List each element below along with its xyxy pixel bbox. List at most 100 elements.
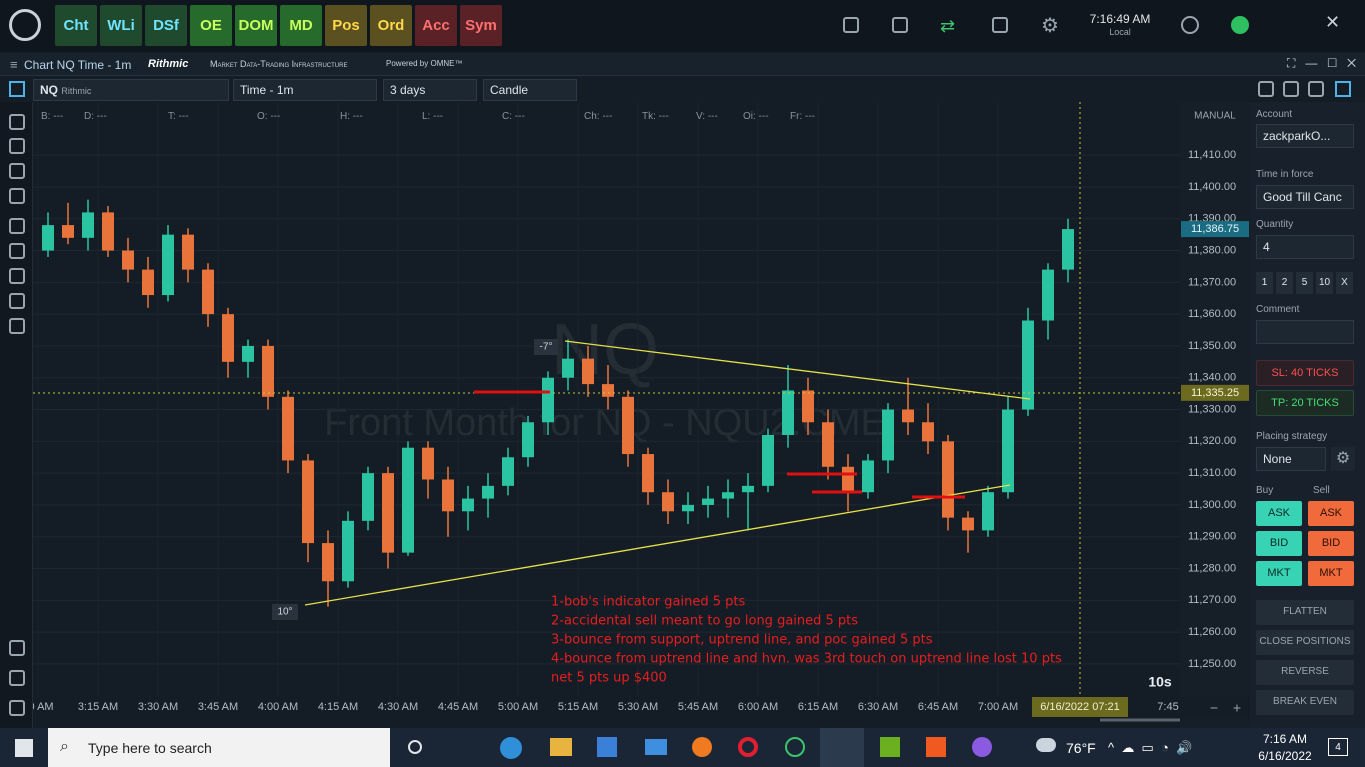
- time-label: 4:45 AM: [438, 701, 478, 713]
- tool-icon[interactable]: [9, 138, 25, 154]
- mail-icon[interactable]: [645, 739, 667, 755]
- app-button[interactable]: Cht: [55, 5, 97, 46]
- tool-icon[interactable]: [9, 218, 25, 234]
- window-titlebar: ≡ Chart NQ Time - 1m Rithmic Market Data…: [0, 53, 1365, 76]
- tool-icon[interactable]: [1258, 81, 1274, 97]
- app-button[interactable]: DSf: [145, 5, 187, 46]
- lock-icon[interactable]: [843, 17, 859, 33]
- tool-icon[interactable]: [9, 318, 25, 334]
- time-label: 6:15 AM: [798, 701, 838, 713]
- tif-select[interactable]: Good Till Canc: [1256, 185, 1354, 209]
- qty-input[interactable]: 4: [1256, 235, 1354, 259]
- app-icon[interactable]: [785, 737, 805, 757]
- app-logo[interactable]: [9, 9, 41, 41]
- tool-icon[interactable]: [9, 163, 25, 179]
- tool-icon[interactable]: [9, 670, 25, 686]
- tray-icons[interactable]: ^ ☁ ▭ ◔ 🔊: [1108, 740, 1193, 755]
- ohlc-field: Tk: ---: [642, 111, 669, 122]
- action-button[interactable]: BREAK EVEN: [1256, 690, 1354, 715]
- qty-button[interactable]: 2: [1276, 272, 1293, 294]
- clock-zone: Local: [1109, 27, 1131, 37]
- menu-icon[interactable]: ≡: [10, 57, 18, 72]
- zoom-out[interactable]: −: [1210, 700, 1218, 716]
- range-select[interactable]: 3 days: [383, 79, 477, 101]
- app-button[interactable]: OE: [190, 5, 232, 46]
- sell-button[interactable]: MKT: [1308, 561, 1354, 586]
- app-icon[interactable]: [972, 737, 992, 757]
- sell-button[interactable]: ASK: [1308, 501, 1354, 526]
- interval-select[interactable]: Time - 1m: [233, 79, 377, 101]
- qty-button[interactable]: X: [1336, 272, 1353, 294]
- zoom-in[interactable]: +: [1233, 700, 1241, 716]
- opera-icon[interactable]: [738, 737, 758, 757]
- action-button[interactable]: REVERSE: [1256, 660, 1354, 685]
- app-button[interactable]: Acc: [415, 5, 457, 46]
- tp-button[interactable]: TP: 20 TICKS: [1256, 390, 1354, 416]
- qty-button[interactable]: 1: [1256, 272, 1273, 294]
- qty-button[interactable]: 10: [1316, 272, 1333, 294]
- firefox-icon[interactable]: [692, 737, 712, 757]
- tool-icon[interactable]: [9, 188, 25, 204]
- strategy-settings[interactable]: ⚙: [1331, 447, 1355, 471]
- app-button[interactable]: Ord: [370, 5, 412, 46]
- tool-icon[interactable]: [9, 114, 25, 130]
- tool-icon[interactable]: [9, 243, 25, 259]
- time-label: 5:00 AM: [498, 701, 538, 713]
- candle-body: [422, 447, 434, 480]
- app-icon[interactable]: [880, 737, 900, 757]
- app-button[interactable]: WLi: [100, 5, 142, 46]
- active-app[interactable]: [820, 728, 864, 767]
- window-controls[interactable]: ⛶ — ☐ ✕: [1287, 56, 1357, 70]
- annotation: 3-bounce from support, uptrend line, and…: [551, 633, 933, 648]
- panel-toggle[interactable]: [1335, 81, 1351, 97]
- action-button[interactable]: FLATTEN: [1256, 600, 1354, 625]
- sell-button[interactable]: BID: [1308, 531, 1354, 556]
- sl-button[interactable]: SL: 40 TICKS: [1256, 360, 1354, 386]
- tool-icon[interactable]: [1308, 81, 1324, 97]
- store-icon[interactable]: [597, 737, 617, 757]
- strategy-select[interactable]: None: [1256, 447, 1326, 471]
- buy-button[interactable]: ASK: [1256, 501, 1302, 526]
- candle-body: [162, 234, 174, 296]
- panel-toggle[interactable]: [9, 81, 25, 97]
- app-button[interactable]: Pos: [325, 5, 367, 46]
- symbol-box[interactable]: NQ Rithmic: [33, 79, 229, 101]
- explorer-icon[interactable]: [550, 738, 572, 756]
- layout-icon[interactable]: [892, 17, 908, 33]
- start-button[interactable]: [15, 739, 33, 757]
- notifications[interactable]: 4: [1328, 738, 1348, 756]
- tool-icon[interactable]: [9, 268, 25, 284]
- price-label: 11,300.00: [1188, 499, 1236, 511]
- account-select[interactable]: zackparkO...: [1256, 124, 1354, 148]
- edge-icon[interactable]: [500, 737, 522, 759]
- price-label: 11,410.00: [1188, 149, 1236, 161]
- tool-icon[interactable]: [9, 640, 25, 656]
- app-button[interactable]: Sym: [460, 5, 502, 46]
- tool-icon[interactable]: [9, 700, 25, 716]
- settings-icon[interactable]: ⚙: [1041, 15, 1059, 37]
- brave-icon[interactable]: [926, 737, 946, 757]
- buy-button[interactable]: BID: [1256, 531, 1302, 556]
- message-icon[interactable]: [992, 17, 1008, 33]
- buy-button[interactable]: MKT: [1256, 561, 1302, 586]
- style-select[interactable]: Candle: [483, 79, 577, 101]
- ohlc-field: Fr: ---: [790, 111, 815, 122]
- tool-icon[interactable]: [1283, 81, 1299, 97]
- status-icon[interactable]: [1231, 16, 1249, 34]
- close-app[interactable]: ✕: [1325, 12, 1341, 32]
- task-view[interactable]: [408, 740, 422, 754]
- search-box[interactable]: ⌕ Type here to search: [48, 728, 390, 767]
- qty-button[interactable]: 5: [1296, 272, 1313, 294]
- tool-icon[interactable]: [9, 293, 25, 309]
- candle-body: [322, 543, 334, 582]
- comment-input[interactable]: [1256, 320, 1354, 344]
- candle-body: [562, 358, 574, 378]
- help-icon[interactable]: [1181, 16, 1199, 34]
- action-button[interactable]: CLOSE POSITIONS: [1256, 630, 1354, 655]
- time-label: 3:30 AM: [138, 701, 178, 713]
- app-button[interactable]: DOM: [235, 5, 277, 46]
- sync-icon[interactable]: ⇄: [940, 16, 956, 36]
- comment-label: Comment: [1256, 304, 1300, 315]
- app-button[interactable]: MD: [280, 5, 322, 46]
